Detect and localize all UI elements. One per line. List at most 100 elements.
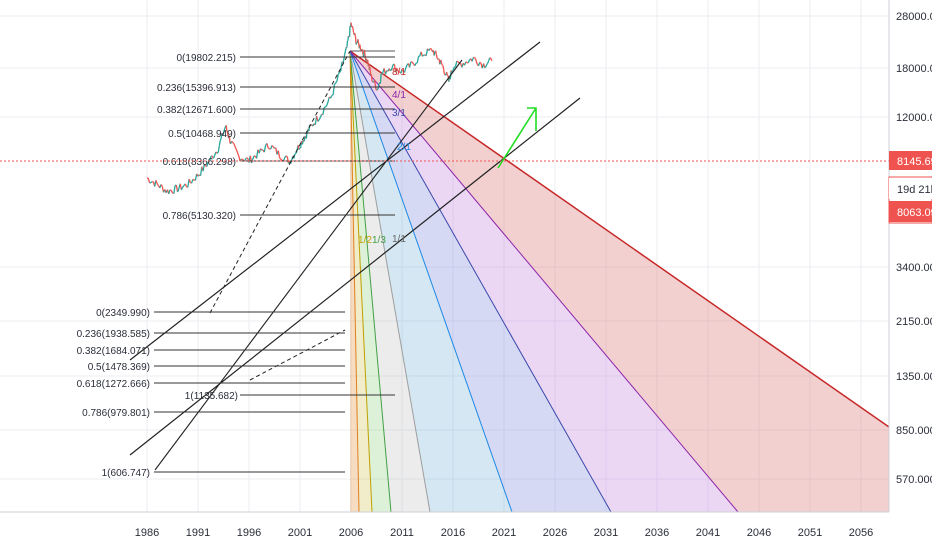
price-segment [157, 184, 158, 186]
fan-ratio-label: 1/3 [372, 235, 386, 246]
price-segment [441, 60, 442, 62]
fib-level-label: 1(606.747) [102, 468, 150, 479]
price-segment [341, 64, 342, 71]
price-segment [285, 156, 286, 158]
time-axis-tick: 2041 [696, 527, 720, 539]
price-segment [416, 63, 417, 64]
price-segment [326, 106, 327, 107]
price-segment [381, 74, 382, 82]
price-segment [268, 148, 269, 149]
price-segment [237, 151, 238, 154]
price-axis-tick: 28000.000 [896, 11, 932, 23]
price-segment [353, 28, 354, 32]
fib-level-label: 0(2349.990) [96, 308, 150, 319]
time-axis-tick: 2031 [594, 527, 618, 539]
price-segment [267, 143, 268, 147]
price-segment [245, 158, 246, 160]
fib-level-label: 0.236(15396.913) [157, 83, 236, 94]
price-segment [343, 59, 344, 63]
fan-ratio-label: 4/1 [392, 90, 406, 101]
price-segment [253, 156, 254, 159]
price-segment [261, 149, 262, 150]
price-segment [456, 61, 457, 67]
price-axis-bg [889, 0, 932, 550]
price-segment [350, 26, 351, 37]
price-segment [444, 74, 445, 75]
price-segment [345, 51, 346, 55]
time-axis-tick: 1996 [237, 527, 261, 539]
price-segment [442, 64, 443, 65]
time-axis-tick: 2026 [543, 527, 567, 539]
price-segment [487, 63, 488, 65]
price-segment [233, 142, 234, 143]
price-segment [434, 52, 435, 56]
price-segment [331, 96, 332, 99]
price-axis-tick: 2150.000 [896, 316, 932, 328]
price-segment [447, 75, 448, 76]
price-axis-tick: 570.000 [896, 474, 932, 486]
time-axis-tick: 2036 [645, 527, 669, 539]
price-segment [364, 50, 365, 55]
price-segment [238, 154, 239, 157]
price-segment [468, 60, 469, 63]
price-axis-tick: 1350.000 [896, 371, 932, 383]
price-segment [148, 178, 149, 183]
price-segment [447, 72, 448, 75]
price-segment [278, 151, 279, 158]
price-segment [486, 65, 487, 68]
price-segment [439, 59, 440, 60]
price-segment [476, 60, 477, 64]
price-segment [379, 83, 380, 86]
price-segment [338, 73, 339, 75]
fib-level-label: 0.618(1272.666) [77, 379, 150, 390]
price-segment [236, 148, 237, 151]
time-axis-tick: 1991 [186, 527, 210, 539]
price-segment [348, 36, 349, 41]
time-axis-tick: 2001 [288, 527, 312, 539]
price-segment [334, 83, 335, 85]
price-segment [410, 62, 411, 68]
price-segment [183, 186, 184, 188]
time-axis-tick: 2046 [747, 527, 771, 539]
price-segment [362, 49, 363, 52]
fib-level-label: 0.236(1938.585) [77, 329, 150, 340]
price-segment [444, 69, 445, 74]
fib-level-label: 1(1135.682) [185, 391, 238, 402]
fib-level-label: 0.5(10468.949) [168, 129, 236, 140]
fib-level-label: 0.382(1684.071) [77, 346, 150, 357]
price-segment [371, 75, 372, 82]
price-segment [375, 80, 376, 84]
price-segment [151, 182, 152, 183]
fib-level-label: 0(19802.215) [177, 53, 237, 64]
price-segment [333, 85, 334, 95]
time-axis-tick: 2006 [339, 527, 363, 539]
price-segment [347, 41, 348, 48]
price-segment [171, 190, 172, 193]
price-segment [264, 145, 265, 152]
price-segment [273, 147, 274, 149]
price-segment [466, 62, 467, 63]
price-badge-label: 8145.698 [897, 156, 932, 168]
price-segment [332, 95, 333, 96]
fib-level-label: 0.5(1478.369) [88, 362, 150, 373]
price-axis-tick: 18000.000 [896, 63, 932, 75]
price-segment [336, 81, 337, 83]
price-segment [491, 58, 492, 61]
trend-dashed-2 [250, 330, 345, 380]
price-segment [412, 62, 413, 64]
price-segment [489, 58, 490, 61]
price-segment [169, 190, 170, 194]
price-segment [356, 43, 357, 45]
price-segment [377, 89, 378, 90]
price-segment [234, 143, 235, 145]
price-segment [299, 148, 300, 150]
fan-ratio-label: 1/1 [392, 234, 406, 245]
price-segment [436, 51, 437, 55]
fan-ratio-label: 2/1 [397, 142, 411, 153]
time-axis-tick: 1986 [135, 527, 159, 539]
time-axis-tick: 2021 [492, 527, 516, 539]
time-axis-tick: 2016 [441, 527, 465, 539]
price-segment [161, 185, 162, 187]
